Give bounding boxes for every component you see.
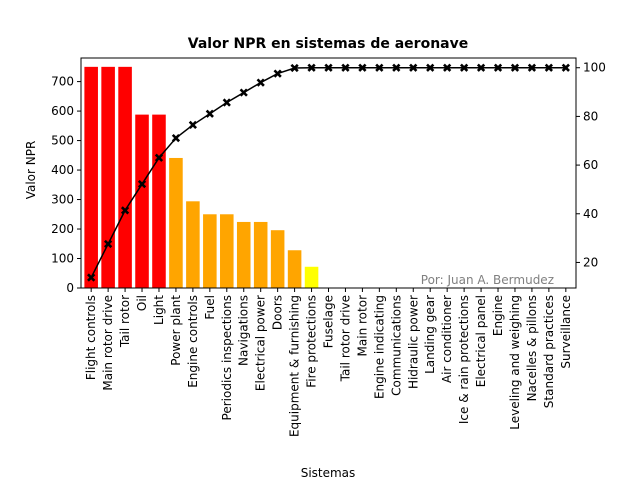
bar: [287, 250, 302, 288]
cumulative-point: [561, 63, 570, 72]
cumulative-point: [222, 98, 231, 107]
cumulative-point: [341, 63, 350, 72]
bar: [169, 157, 183, 288]
bar: [84, 66, 98, 288]
cumulative-point: [358, 63, 367, 72]
bar-series: [84, 66, 319, 288]
cumulative-point: [171, 133, 181, 143]
x-tick-label: Engine controls: [186, 295, 200, 388]
x-tick-label: Flight controls: [84, 295, 98, 380]
bar: [203, 214, 217, 288]
y-tick-label: 300: [51, 193, 74, 207]
y2-tick-label: 60: [583, 158, 598, 172]
cumulative-point: [510, 63, 520, 72]
x-tick-label: Periodics inspections: [220, 295, 234, 420]
cumulative-point: [426, 63, 435, 72]
y2-tick-label: 80: [583, 109, 598, 123]
cumulative-point: [239, 88, 248, 97]
x-tick-label: Doors: [271, 295, 285, 330]
x-axis-title: Sistemas: [301, 466, 356, 480]
y-tick-label: 0: [66, 281, 74, 295]
cumulative-point: [409, 63, 418, 72]
x-tick-label: Light: [152, 295, 166, 325]
x-tick-label: Power plant: [169, 295, 183, 366]
bar: [152, 114, 166, 288]
x-tick-label: Fuel: [203, 295, 217, 320]
x-tick-label: Tail rotor: [118, 295, 132, 348]
cumulative-point: [205, 109, 214, 118]
cumulative-point: [476, 63, 486, 72]
x-tick-label: Electrical panel: [474, 295, 488, 387]
bar: [118, 66, 132, 288]
bar: [220, 214, 234, 288]
x-tick-label: Landing gear: [423, 295, 437, 374]
cumulative-point: [137, 179, 147, 189]
x-tick-label: Air conditioner: [440, 295, 454, 383]
cumulative-point: [154, 153, 164, 162]
y-tick-label: 100: [51, 252, 74, 266]
x-tick-label: Communications: [389, 295, 403, 396]
y2-tick-label: 20: [583, 255, 598, 269]
chart-title: Valor NPR en sistemas de aeronave: [188, 36, 468, 52]
y-axis-right: 20 40 60 80 100: [576, 61, 606, 269]
x-tick-label: Fire protections: [305, 295, 319, 388]
x-tick-label: Equipment & furnishing: [288, 295, 302, 437]
bar: [101, 66, 115, 288]
cumulative-point: [87, 273, 96, 282]
x-tick-label: Standard practices: [542, 295, 556, 408]
cumulative-point: [375, 63, 384, 72]
x-tick-label: Electrical power: [254, 295, 268, 391]
x-tick-label: Surveillance: [559, 295, 573, 369]
x-tick-label: Navigations: [237, 295, 251, 366]
cumulative-point: [324, 63, 333, 72]
x-tick-label: Main rotor: [355, 295, 369, 357]
x-tick-label: Leveling and weighing: [508, 295, 522, 430]
cumulative-point: [443, 63, 452, 72]
cumulative-point: [493, 63, 503, 72]
cumulative-point: [290, 63, 299, 73]
y-tick-label: 400: [51, 163, 74, 177]
cumulative-point: [527, 63, 537, 72]
x-axis: Flight controls Main rotor drive Tail roto…: [84, 288, 573, 437]
x-tick-label: Engine: [491, 295, 505, 336]
y2-tick-label: 40: [583, 207, 598, 221]
cumulative-point: [120, 206, 130, 215]
x-tick-label: Engine indicating: [372, 295, 386, 399]
cumulative-point: [392, 63, 401, 72]
x-tick-label: Hidraulic power: [406, 295, 420, 389]
author-annotation: Por: Juan A. Bermudez: [421, 273, 554, 287]
x-tick-label: Oil: [135, 295, 149, 311]
cumulative-point: [307, 63, 316, 72]
cumulative-point: [256, 78, 265, 87]
bar: [186, 201, 200, 288]
cumulative-point: [104, 239, 113, 249]
x-tick-label: Fuselage: [322, 295, 336, 348]
y-tick-label: 200: [51, 222, 74, 236]
y-tick-label: 600: [51, 104, 74, 118]
x-tick-label: Nacelles & pillons: [525, 295, 539, 401]
cumulative-point: [459, 63, 469, 72]
cumulative-point: [188, 120, 198, 130]
y2-tick-label: 100: [583, 61, 606, 75]
bar: [270, 230, 285, 288]
bar: [304, 266, 319, 288]
cumulative-series: [87, 63, 570, 282]
y-axis-left: 0 100 200 300 400 500 600 700: [51, 75, 81, 295]
y-tick-label: 500: [51, 134, 74, 148]
cumulative-point: [273, 69, 282, 78]
y-tick-label: 700: [51, 75, 74, 89]
bar: [253, 221, 268, 288]
cumulative-point: [544, 63, 553, 72]
bar: [236, 221, 251, 288]
bar: [135, 114, 149, 288]
x-tick-label: Main rotor drive: [101, 295, 115, 391]
x-tick-label: Ice & rain protections: [457, 295, 471, 424]
y-axis-title: Valor NPR: [24, 141, 38, 200]
x-tick-label: Tail rotor drive: [338, 295, 352, 382]
